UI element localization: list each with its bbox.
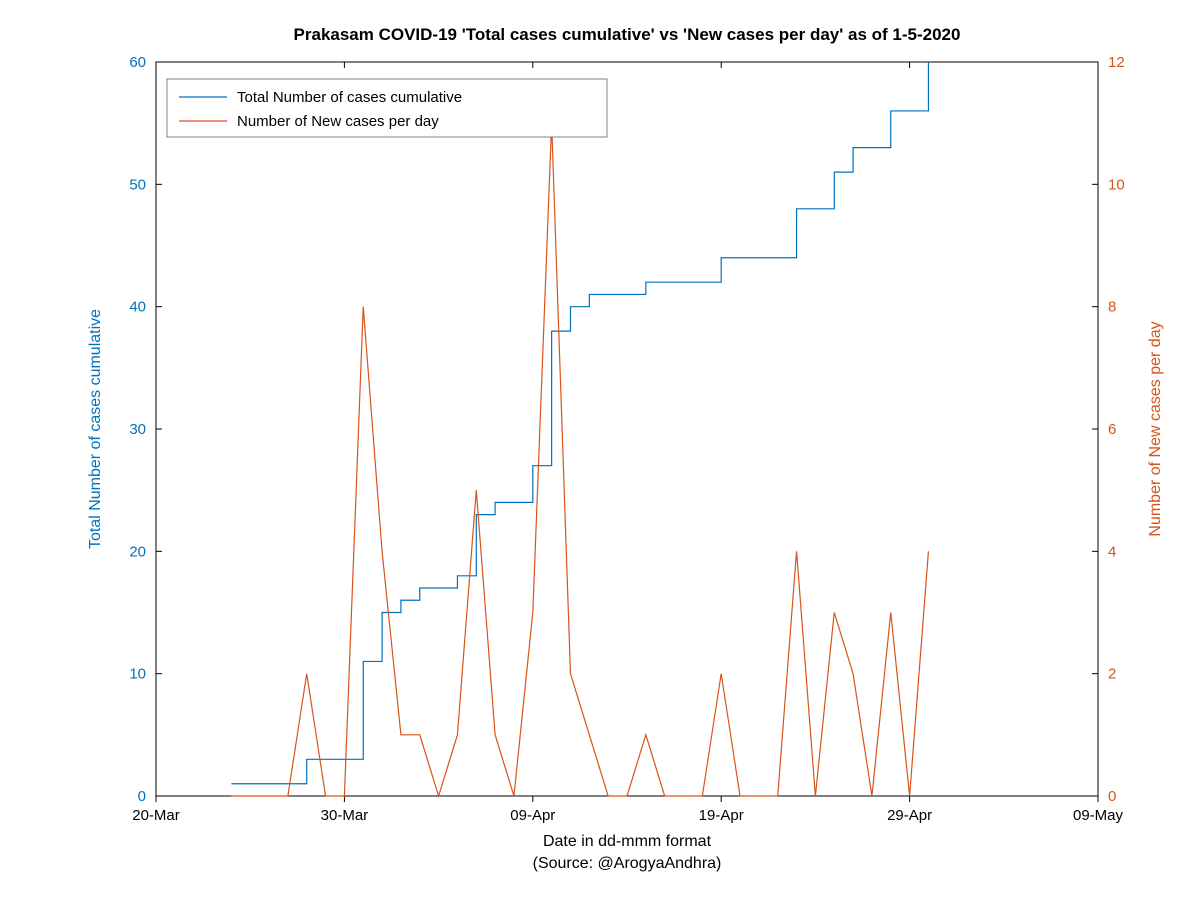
series-newcases <box>231 123 928 796</box>
x-tick-label: 09-May <box>1073 807 1124 824</box>
x-tick-label: 20-Mar <box>132 807 180 824</box>
y1-tick-label: 0 <box>138 788 146 805</box>
legend-label-1: Total Number of cases cumulative <box>237 89 462 106</box>
y1-axis-label: Total Number of cases cumulative <box>87 309 104 549</box>
x-axis-label-2: (Source: @ArogyaAndhra) <box>533 855 722 872</box>
y1-tick-label: 10 <box>129 666 146 683</box>
y1-tick-label: 20 <box>129 543 146 560</box>
y2-axis-label: Number of New cases per day <box>1147 321 1164 536</box>
x-axis-label-1: Date in dd-mmm format <box>543 833 712 850</box>
x-tick-label: 09-Apr <box>510 807 555 824</box>
x-tick-label: 29-Apr <box>887 807 932 824</box>
y2-tick-label: 10 <box>1108 176 1125 193</box>
chart-container: Prakasam COVID-19 'Total cases cumulativ… <box>0 0 1200 898</box>
legend-label-2: Number of New cases per day <box>237 113 439 130</box>
y2-tick-label: 4 <box>1108 543 1116 560</box>
y1-tick-label: 40 <box>129 299 146 316</box>
y2-tick-label: 2 <box>1108 666 1116 683</box>
y2-tick-label: 8 <box>1108 299 1116 316</box>
y2-tick-label: 0 <box>1108 788 1116 805</box>
x-tick-label: 19-Apr <box>699 807 744 824</box>
plot-border <box>156 62 1098 796</box>
chart-svg: Prakasam COVID-19 'Total cases cumulativ… <box>0 0 1200 898</box>
y1-tick-label: 30 <box>129 421 146 438</box>
chart-title: Prakasam COVID-19 'Total cases cumulativ… <box>294 25 961 44</box>
y1-tick-label: 60 <box>129 54 146 71</box>
y2-tick-label: 6 <box>1108 421 1116 438</box>
y1-tick-label: 50 <box>129 176 146 193</box>
series-cumulative <box>231 62 928 784</box>
x-tick-label: 30-Mar <box>321 807 369 824</box>
y2-tick-label: 12 <box>1108 54 1125 71</box>
